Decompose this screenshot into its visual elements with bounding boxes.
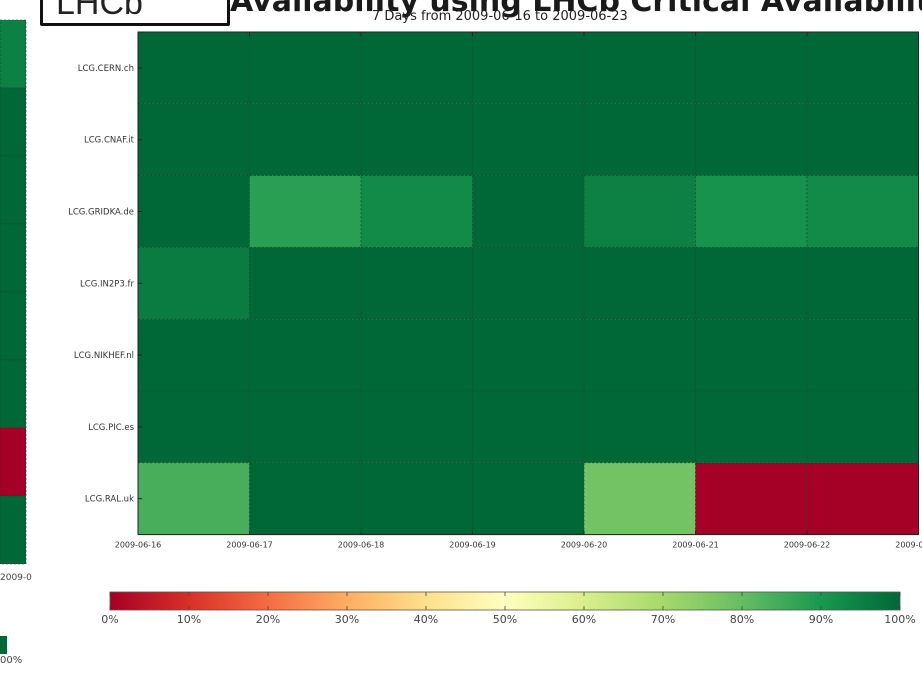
colorbar-tick-label: 10% <box>177 613 201 626</box>
chart-title: Availability using LHCb Critical Availab… <box>230 0 922 19</box>
heatmap-cell <box>583 462 696 535</box>
colorbar-tick-label: 80% <box>730 613 754 626</box>
colorbar-tick-label: 0% <box>101 613 118 626</box>
x-tick-label: 2009-06-22 <box>784 541 831 550</box>
overlay-label-box <box>40 0 230 26</box>
heatmap-cell <box>806 318 919 392</box>
x-tick-label: 2009-06-16 <box>115 541 162 550</box>
heatmap-cell <box>806 31 919 105</box>
heatmap-cell <box>360 103 473 176</box>
heatmap-cell <box>249 103 362 176</box>
heatmap-cell <box>360 247 473 320</box>
heatmap-cell <box>806 103 919 176</box>
heatmap-cell <box>137 103 250 176</box>
heatmap-cell <box>137 247 250 320</box>
heatmap-cell <box>695 103 808 176</box>
left-legend-swatch <box>0 636 7 654</box>
row-label: LCG.NIKHEF.nl <box>74 351 134 361</box>
heatmap-cell <box>472 31 585 105</box>
heatmap-cell <box>472 175 585 248</box>
heatmap-cell <box>249 247 362 320</box>
heatmap-cell <box>583 318 696 392</box>
heatmap-cell <box>249 175 362 248</box>
heatmap-cell <box>695 462 808 535</box>
heatmap-cell <box>137 318 250 392</box>
heatmap-cell <box>249 31 362 105</box>
colorbar-tick-label: 40% <box>414 613 438 626</box>
left-x-tick-label: 2009-0 <box>0 573 32 583</box>
x-tick-label: 2009-06-20 <box>561 541 608 550</box>
left-cell <box>0 427 27 497</box>
heatmap-cell <box>806 462 919 535</box>
left-cell <box>0 495 27 565</box>
row-label: LCG.RAL.uk <box>85 495 134 505</box>
heatmap-cell <box>137 462 250 535</box>
colorbar-tick-label: 30% <box>335 613 359 626</box>
left-partial-chart: 2009-0 00% <box>0 0 32 673</box>
heatmap-cell <box>360 175 473 248</box>
x-tick-label: 2009-06-19 <box>449 541 496 550</box>
colorbar-tick-label: 60% <box>572 613 596 626</box>
heatmap-cell <box>583 103 696 176</box>
left-cell <box>0 223 27 293</box>
row-label: LCG.GRIDKA.de <box>68 208 134 218</box>
heatmap-cell <box>583 175 696 248</box>
heatmap-cell <box>583 247 696 320</box>
heatmap-cell <box>583 31 696 105</box>
heatmap-cell <box>695 247 808 320</box>
heatmap-cell <box>695 31 808 105</box>
heatmap-cell <box>249 390 362 464</box>
x-tick-label: 2009-06-23 <box>895 541 922 550</box>
colorbar-tick-label: 70% <box>651 613 675 626</box>
heatmap-cell <box>806 175 919 248</box>
left-legend-label: 00% <box>0 655 23 666</box>
row-label: LCG.CERN.ch <box>78 64 134 74</box>
x-tick-label: 2009-06-21 <box>672 541 719 550</box>
x-tick-label: 2009-06-18 <box>338 541 385 550</box>
left-cell <box>0 87 27 157</box>
left-cell <box>0 291 27 361</box>
heatmap-cell <box>360 390 473 464</box>
x-tick-label: 2009-06-17 <box>226 541 273 550</box>
heatmap-cell <box>472 390 585 464</box>
heatmap-cell <box>583 390 696 464</box>
heatmap-cell <box>360 31 473 105</box>
colorbar-tick-label: 20% <box>256 613 280 626</box>
heatmap-cell <box>695 175 808 248</box>
colorbar-tick-label: 90% <box>809 613 833 626</box>
heatmap-cell <box>249 462 362 535</box>
heatmap-cell <box>472 247 585 320</box>
heatmap-cell <box>137 390 250 464</box>
left-cell <box>0 359 27 429</box>
heatmap-cell <box>137 31 250 105</box>
heatmap-cell <box>472 462 585 535</box>
row-label: LCG.IN2P3.fr <box>80 279 134 289</box>
chart-subtitle: 7 Days from 2009-06-16 to 2009-06-23 <box>372 9 628 24</box>
heatmap-cell <box>472 103 585 176</box>
heatmap-cell <box>695 390 808 464</box>
heatmap-cell <box>360 318 473 392</box>
row-label: LCG.CNAF.it <box>84 136 135 146</box>
heatmap-cell <box>806 390 919 464</box>
colorbar-tick-label: 50% <box>493 613 517 626</box>
heatmap-cell <box>806 247 919 320</box>
colorbar-tick-label: 100% <box>884 613 915 626</box>
left-cell <box>0 155 27 225</box>
heatmap-cell <box>360 462 473 535</box>
heatmap-cell <box>472 318 585 392</box>
overlay-label: LHCb <box>56 0 143 22</box>
heatmap-cell <box>137 175 250 248</box>
row-label: LCG.PIC.es <box>88 423 134 433</box>
heatmap-cell <box>695 318 808 392</box>
left-cell <box>0 19 27 89</box>
heatmap-cell <box>249 318 362 392</box>
